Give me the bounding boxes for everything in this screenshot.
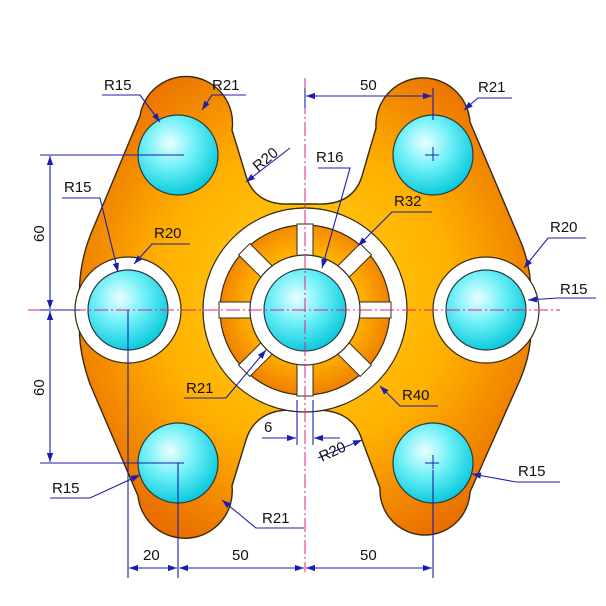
label-inner-r21: R21 <box>186 380 214 397</box>
radius-labels: R15 R21 R21 R20 R16 R32 R15 R20 R20 R15 … <box>52 77 588 527</box>
label-center-r32: R32 <box>394 193 422 210</box>
label-mid-r20: R20 <box>250 144 282 175</box>
dimension-values: 50 60 60 6 20 50 50 <box>31 77 377 564</box>
label-bottom-right-r15: R15 <box>518 463 546 480</box>
radius-leaders <box>50 94 596 529</box>
label-bottom-r20: R20 <box>317 439 349 466</box>
label-top-left-r15: R15 <box>104 77 132 94</box>
label-top-right-r21: R21 <box>478 79 506 96</box>
dim-lower-height: 60 <box>31 379 48 396</box>
dimension-lines <box>40 88 434 578</box>
dim-rib-width: 6 <box>264 419 272 436</box>
label-top-left-r21: R21 <box>212 77 240 94</box>
label-right-r20: R20 <box>550 219 578 236</box>
dim-upper-height: 60 <box>31 225 48 242</box>
label-center-r16: R16 <box>316 149 344 166</box>
label-outer-r40: R40 <box>402 387 430 404</box>
dim-bottom-left: 20 <box>143 547 160 564</box>
label-bottom-left-r21: R21 <box>262 510 290 527</box>
label-left-r20: R20 <box>154 225 182 242</box>
label-right-r15: R15 <box>560 281 588 298</box>
label-left-r15: R15 <box>64 179 92 196</box>
dim-bottom-mid: 50 <box>232 547 249 564</box>
dim-bottom-right: 50 <box>360 547 377 564</box>
label-bottom-left-r15: R15 <box>52 480 80 497</box>
dim-top-width: 50 <box>360 77 377 94</box>
